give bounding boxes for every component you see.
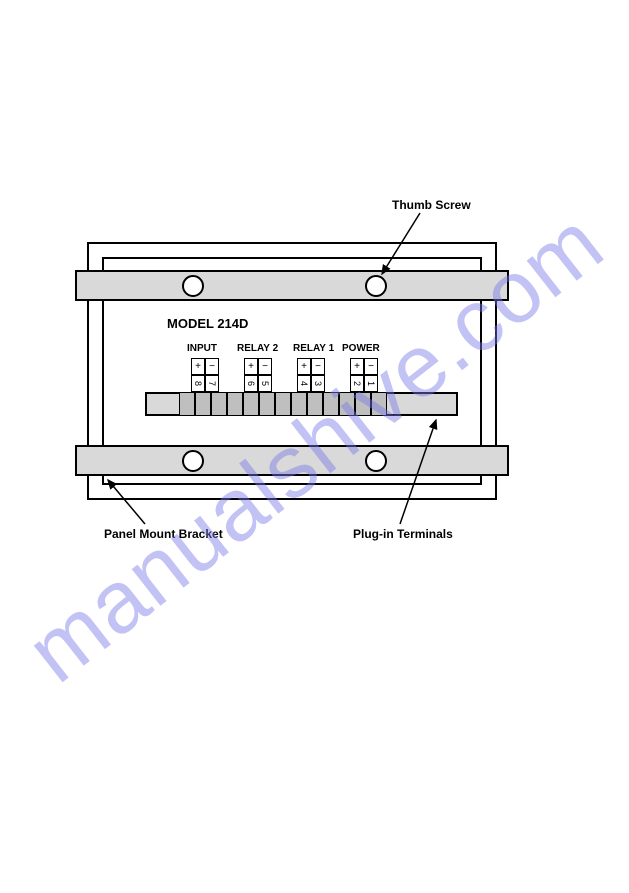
terminal-6-num: 6 [244,375,258,392]
rail-slot [179,392,195,416]
terminal-1-num: 1 [364,375,378,392]
bracket-bottom [75,445,509,476]
label-relay1: RELAY 1 [293,343,334,354]
terminal-4-plus: + [297,358,311,375]
rail-slot [227,392,243,416]
terminal-7-minus: − [205,358,219,375]
thumb-screw-1 [182,275,204,297]
model-label: MODEL 214D [167,316,248,331]
rail-slot [195,392,211,416]
terminal-4-num: 4 [297,375,311,392]
rail-slot [259,392,275,416]
rail-slot [211,392,227,416]
rail-slot [355,392,371,416]
terminal-1-minus: − [364,358,378,375]
rail-slot [243,392,259,416]
terminal-7-num: 7 [205,375,219,392]
terminal-8-plus: + [191,358,205,375]
terminal-3-minus: − [311,358,325,375]
callout-panel-mount-bracket: Panel Mount Bracket [104,527,223,541]
thumb-screw-3 [182,450,204,472]
label-relay2: RELAY 2 [237,343,278,354]
rail-slot [371,392,387,416]
label-power: POWER [342,343,380,354]
thumb-screw-4 [365,450,387,472]
rail-slot [323,392,339,416]
callout-thumb-screw: Thumb Screw [392,198,471,212]
terminal-5-minus: − [258,358,272,375]
terminal-8-num: 8 [191,375,205,392]
rail-slot [339,392,355,416]
bracket-top [75,270,509,301]
rail-slot [275,392,291,416]
rail-slot [307,392,323,416]
terminal-6-plus: + [244,358,258,375]
callout-plug-in-terminals: Plug-in Terminals [353,527,453,541]
terminal-5-num: 5 [258,375,272,392]
terminal-2-plus: + [350,358,364,375]
label-input: INPUT [187,343,217,354]
terminal-3-num: 3 [311,375,325,392]
thumb-screw-2 [365,275,387,297]
rail-slot [291,392,307,416]
terminal-2-num: 2 [350,375,364,392]
